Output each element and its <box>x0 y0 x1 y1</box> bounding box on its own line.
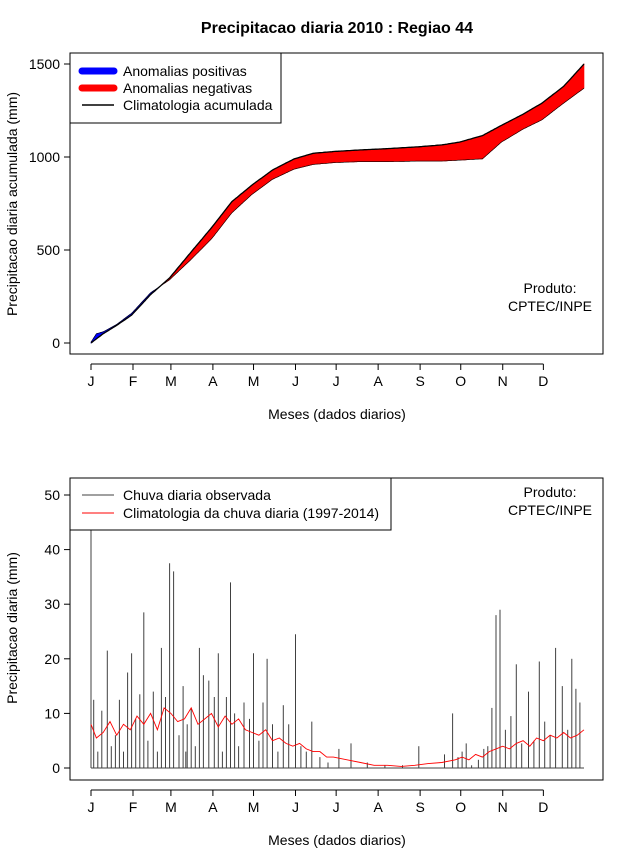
daily-x-tick-label: J <box>292 799 299 815</box>
cumulative-product-label: Produto: <box>524 280 577 296</box>
cumulative-legend: Anomalias positivas Anomalias negativas … <box>69 52 282 124</box>
daily-x-tick-label: D <box>538 799 548 815</box>
observed-cumulative-line <box>90 87 585 343</box>
cumulative-y-tick-label: 1000 <box>29 149 60 165</box>
cumulative-y-tick-label: 500 <box>37 242 61 258</box>
cumulative-panel: 0 500 1000 1500 J F M A M J J A S O N D Meses (dados d… <box>4 52 604 422</box>
daily-x-tick-label: J <box>333 799 340 815</box>
daily-y-axis: 0 10 20 30 40 50 <box>44 487 71 776</box>
daily-x-tick-label: J <box>88 799 95 815</box>
cumulative-y-axis: 0 500 1000 1500 <box>29 56 71 351</box>
cumulative-x-tick-label: S <box>415 373 424 389</box>
daily-x-label: Meses (dados diarios) <box>268 832 406 848</box>
cumulative-x-tick-label: A <box>373 373 383 389</box>
daily-x-tick-label: A <box>208 799 218 815</box>
cumulative-x-tick-label: J <box>333 373 340 389</box>
daily-x-tick-label: M <box>165 799 177 815</box>
daily-plot-area <box>90 527 585 769</box>
cumulative-x-tick-label: M <box>165 373 177 389</box>
daily-x-tick-label: S <box>415 799 424 815</box>
cumulative-x-tick-label: J <box>292 373 299 389</box>
chart-title: Precipitacao diaria 2010 : Regiao 44 <box>201 20 473 37</box>
daily-x-tick-label: M <box>248 799 260 815</box>
legend-label-daily-climatology: Climatologia da chuva diaria (1997-2014) <box>123 505 379 521</box>
cumulative-y-label: Precipitacao diaria acumulada (mm) <box>4 92 20 316</box>
legend-label-observed: Chuva diaria observada <box>123 487 271 503</box>
daily-y-tick-label: 40 <box>44 542 60 558</box>
legend-label-negative: Anomalias negativas <box>123 80 252 96</box>
cumulative-y-tick-label: 0 <box>52 335 60 351</box>
cumulative-x-tick-label: D <box>538 373 548 389</box>
daily-y-label: Precipitacao diaria (mm) <box>4 552 20 704</box>
cumulative-y-tick-label: 1500 <box>29 56 60 72</box>
cumulative-x-label: Meses (dados diarios) <box>268 406 406 422</box>
cumulative-x-tick-label: F <box>129 373 138 389</box>
daily-x-tick-label: F <box>129 799 138 815</box>
daily-y-tick-label: 0 <box>52 760 60 776</box>
daily-y-tick-label: 20 <box>44 651 60 667</box>
cumulative-x-tick-label: N <box>498 373 508 389</box>
daily-product-label: Produto: <box>524 484 577 500</box>
daily-product-org: CPTEC/INPE <box>508 502 592 518</box>
daily-climatology-line <box>90 706 585 767</box>
climatology-cumulative-line <box>90 63 585 344</box>
daily-panel: 0 10 20 30 40 50 J F M A M J J A S O N D Meses (dados di… <box>4 477 604 848</box>
daily-x-tick-label: A <box>373 799 383 815</box>
daily-y-tick-label: 10 <box>44 705 60 721</box>
cumulative-x-tick-label: J <box>88 373 95 389</box>
cumulative-x-tick-label: O <box>455 373 466 389</box>
cumulative-x-tick-label: M <box>248 373 260 389</box>
legend-label-positive: Anomalias positivas <box>123 63 247 79</box>
daily-x-tick-label: N <box>498 799 508 815</box>
cumulative-plot-area <box>90 63 585 344</box>
legend-label-climatology: Climatologia acumulada <box>123 97 273 113</box>
daily-y-tick-label: 30 <box>44 596 60 612</box>
daily-y-tick-label: 50 <box>44 487 60 503</box>
daily-x-tick-label: O <box>455 799 466 815</box>
cumulative-x-tick-label: A <box>208 373 218 389</box>
daily-legend: Chuva diaria observada Climatologia da c… <box>69 477 392 531</box>
cumulative-product-org: CPTEC/INPE <box>508 298 592 314</box>
daily-legend-box <box>69 477 392 531</box>
